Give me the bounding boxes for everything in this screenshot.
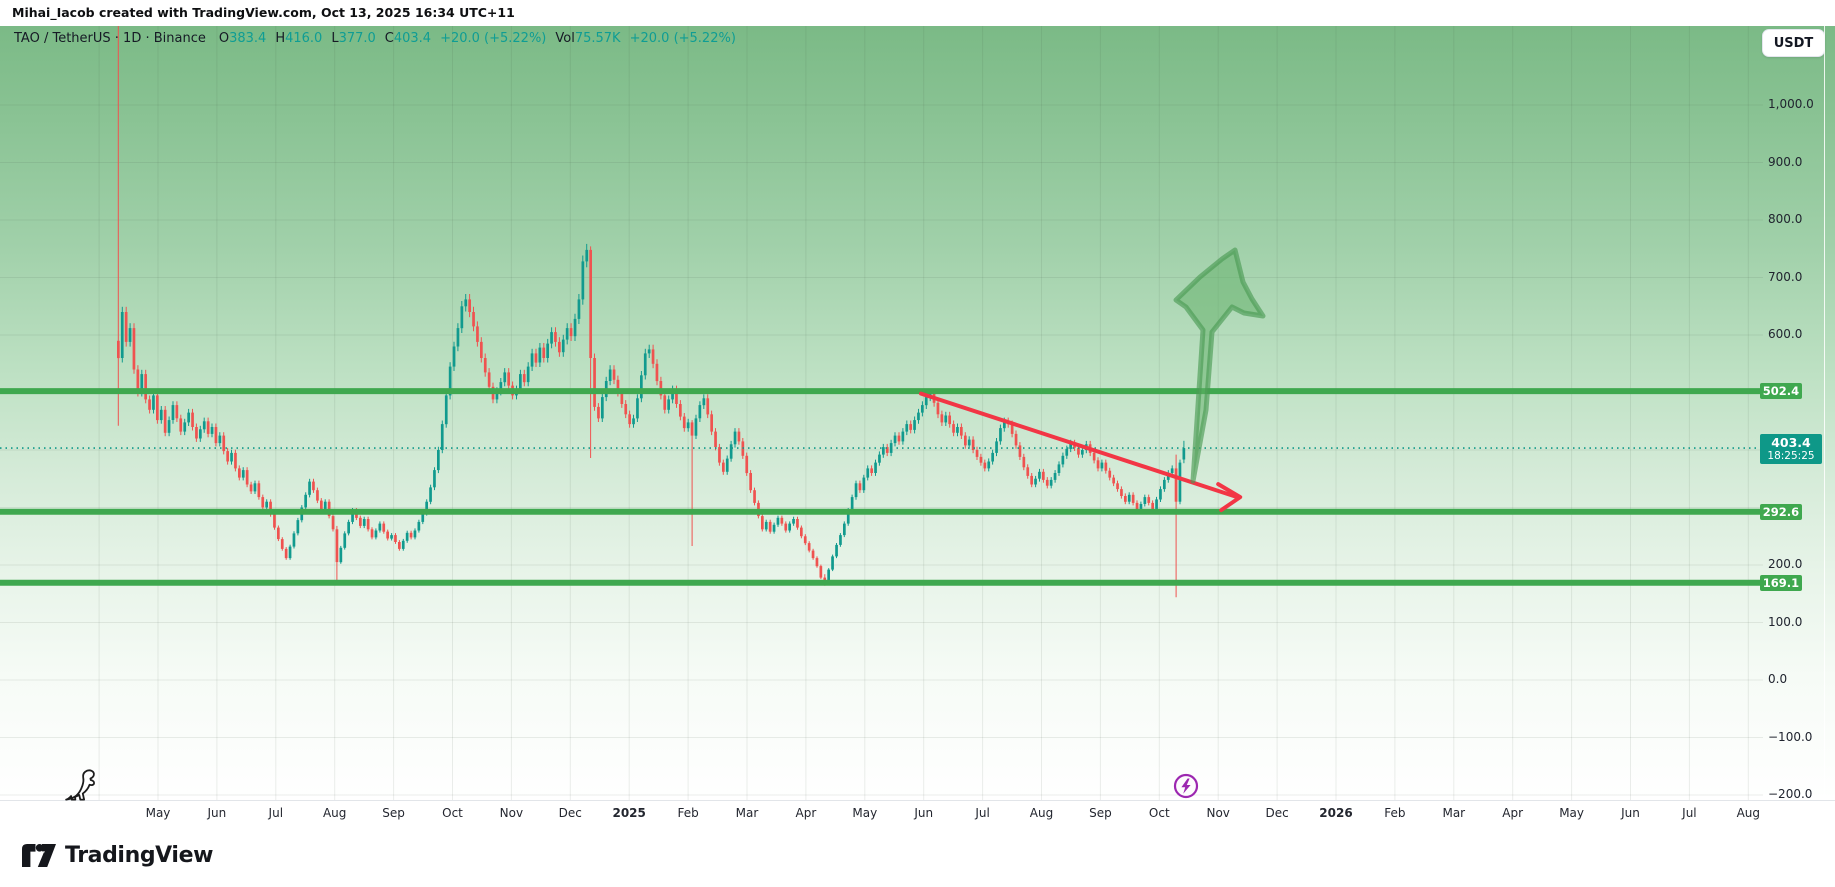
bullish-arrow [1173,247,1266,484]
current-price-value: 403.4 [1771,435,1811,451]
time-tick-label: Jul [268,806,284,820]
time-tick-label: Oct [1148,806,1170,820]
time-tick-label: Aug [322,806,347,820]
time-tick-label: May [852,806,878,820]
time-tick-label: 2025 [612,806,646,820]
legend-close: C 403.4 [384,31,432,46]
time-tick-label: Sep [1089,806,1112,820]
time-tick-label: Nov [499,806,524,820]
attribution-text: Mihai_Iacob created with TradingView.com… [12,5,515,20]
time-axis-separator [0,800,1835,801]
legend-change: +20.0 (+5.22%) [440,31,547,46]
price-tick-label: 800.0 [1768,212,1803,226]
time-tick-label: May [1559,806,1584,820]
legend-volume-change: +20.0 (+5.22%) [629,31,736,46]
time-tick-label: Feb [1384,806,1406,820]
time-tick-label: Jul [1682,806,1697,820]
price-tick-label: 200.0 [1768,557,1803,571]
candlestick-series [117,26,1186,598]
time-tick-label: Dec [558,806,582,820]
time-tick-label: Feb [677,806,699,820]
legend-low: L 377.0 [331,31,376,46]
price-tick-label: 0.0 [1768,672,1788,686]
symbol-title[interactable]: TAO / TetherUS · 1D · Binance [14,31,206,46]
legend-high: H 416.0 [275,31,323,46]
time-tick-label: May [145,806,171,820]
time-tick-label: Mar [1442,806,1466,820]
time-tick-label: Apr [795,806,817,820]
time-tick-label: Aug [1736,806,1761,820]
grid [0,26,1763,800]
time-tick-label: Nov [1206,806,1230,820]
time-tick-label: 2026 [1319,806,1353,820]
price-tick-label: 700.0 [1768,269,1803,284]
dino-icon [65,769,96,801]
price-axis-separator [1824,26,1825,800]
bar-countdown: 18:25:25 [1767,450,1815,463]
tradingview-logo-text: TradingView [65,843,214,868]
time-tick-label: Dec [1265,806,1289,820]
time-tick-label: Aug [1029,806,1054,820]
time-tick-label: Mar [735,806,759,820]
price-tick-label: 1,000.0 [1768,97,1814,111]
symbol-legend: TAO / TetherUS · 1D · Binance O 383.4 H 41… [14,31,736,46]
current-price-label: 403.4 18:25:25 [1760,434,1822,465]
time-tick-label: Sep [382,806,405,820]
tradingview-logo[interactable]: TradingView [20,842,213,869]
time-tick-label: Jun [1621,806,1640,820]
tradingview-logo-mark [22,844,56,867]
time-tick-label: Jun [914,806,934,820]
trendline-arrow [919,391,1243,513]
price-tick-label: −200.0 [1768,787,1813,801]
price-tick-label: −100.0 [1768,729,1813,744]
attribution-bar: Mihai_Iacob created with TradingView.com… [0,0,1835,26]
time-tick-label: Jun [207,806,227,820]
legend-open: O 383.4 [218,31,267,46]
time-tick-label: Oct [442,806,463,820]
time-tick-label: Apr [1502,806,1524,820]
currency-toggle-button[interactable]: USDT [1762,29,1825,57]
legend-volume: Vol 75.57K [555,31,621,46]
time-tick-label: Jul [975,806,990,820]
price-tick-label: 100.0 [1768,614,1803,629]
level-price-label: 292.6 [1760,503,1802,520]
price-tick-label: 600.0 [1768,327,1803,341]
event-lightning-marker[interactable] [1172,772,1200,800]
level-price-label: 169.1 [1760,574,1802,591]
price-tick-label: 900.0 [1768,154,1803,169]
level-price-label: 502.4 [1760,383,1802,400]
